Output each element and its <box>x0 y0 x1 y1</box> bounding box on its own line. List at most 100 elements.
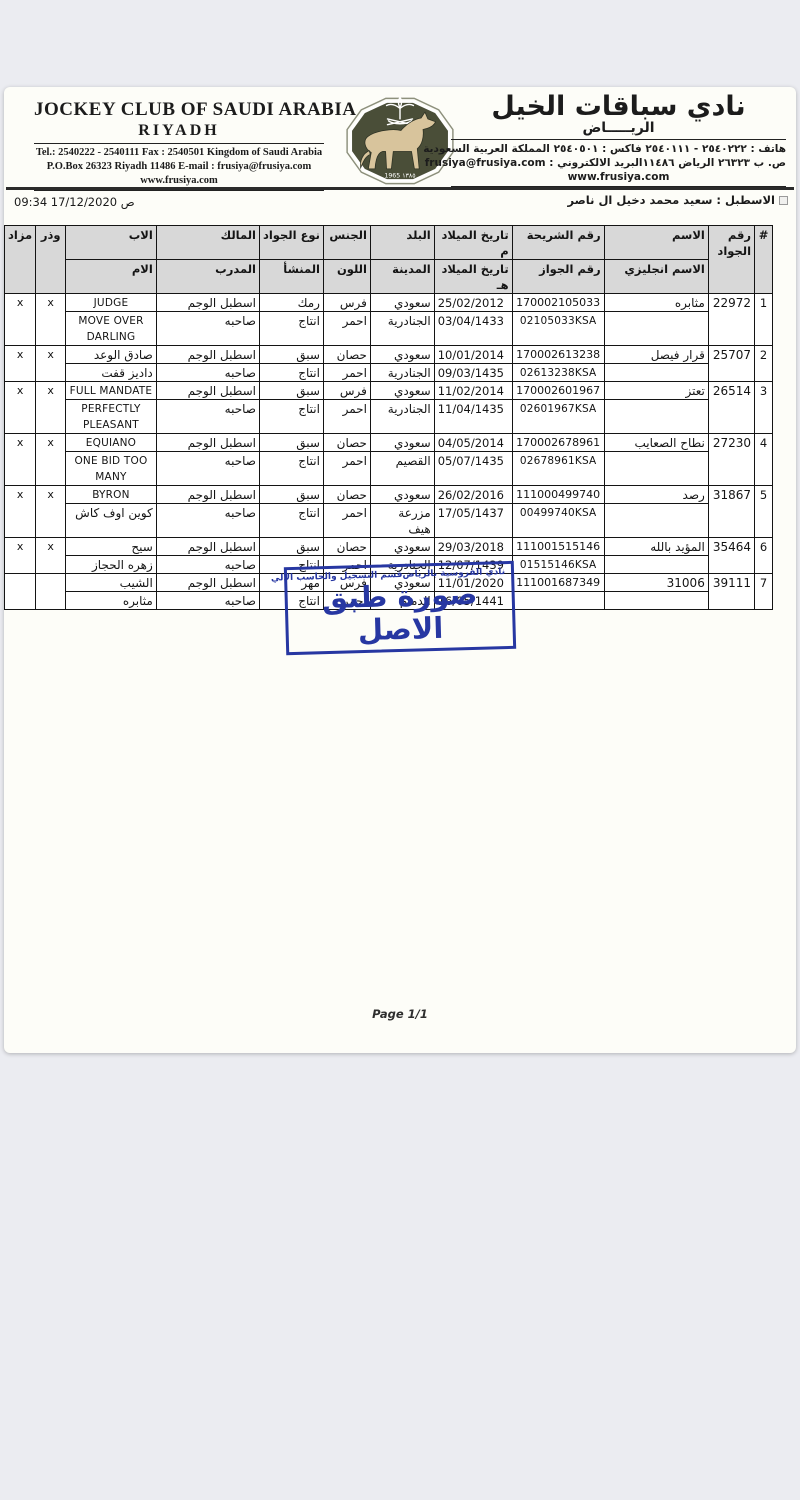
header-sex: الجنس <box>322 225 371 260</box>
header-city: المدينة <box>369 259 435 294</box>
cell-chip: 170002613238 <box>511 345 605 364</box>
header-passport: رقم الجواز <box>511 259 605 294</box>
cell-num: 7 <box>754 573 773 610</box>
cell-num: 3 <box>754 381 773 434</box>
cell-num: 5 <box>754 485 773 538</box>
document-paper: JOCKEY CLUB OF SAUDI ARABIA RIYADH Tel.:… <box>3 87 796 1053</box>
cell-horse_no: 35464 <box>707 537 756 574</box>
club-title-en: JOCKEY CLUB OF SAUDI ARABIA <box>34 99 357 120</box>
horse-row-bottom: 16/05/1441 الدمام احمر انتاج صاحبه مثابره <box>5 591 773 610</box>
cell-country: سعودي <box>369 381 435 400</box>
cell-auction <box>3 573 37 610</box>
cell-sire: سيح <box>65 537 157 556</box>
cell-chip: 170002601967 <box>511 381 605 400</box>
cell-passport: 02601967KSA <box>511 399 605 434</box>
contact-line1-en: Tel.: 2540222 - 2540111 Fax : 2540501 Ki… <box>35 147 323 158</box>
header-divider <box>6 187 794 190</box>
header-sire: الاب <box>65 225 157 260</box>
contact-block-ar: هاتف : ٢٥٤٠٢٢٢ - ٢٥٤٠١١١ فاكس : ٢٥٤٠٥٠١ … <box>423 139 786 187</box>
cell-owner: اسطبل الوجم <box>155 573 260 592</box>
cell-color: احمر <box>322 363 371 382</box>
cell-color: احمر <box>322 591 371 610</box>
cell-country: سعودي <box>369 433 435 452</box>
cell-horse_no: 39111 <box>707 573 756 610</box>
cell-sex: حصان <box>322 485 371 504</box>
cell-color: احمر <box>322 399 371 434</box>
cell-dob_g: 11/02/2014 <box>433 381 513 400</box>
cell-horse_no: 22972 <box>707 293 756 346</box>
cell-auction: x <box>3 345 37 382</box>
cell-auction: x <box>3 537 37 574</box>
cell-dam: كوين اوف كاش <box>65 503 157 538</box>
cell-country: سعودي <box>369 537 435 556</box>
header-dam: الام <box>65 259 157 294</box>
cell-chip: 170002105033 <box>511 293 605 312</box>
cell-origin: انتاج <box>258 363 324 382</box>
cell-country: سعودي <box>369 345 435 364</box>
cell-dam: MOVE OVER DARLING <box>65 311 157 346</box>
cell-sire: صادق الوعد <box>65 345 157 364</box>
cell-owner: اسطبل الوجم <box>155 293 260 312</box>
cell-city: الدمام <box>369 591 435 610</box>
header-name: الاسم <box>603 225 709 260</box>
header-chip: رقم الشريحة <box>511 225 605 260</box>
cell-auction: x <box>3 485 37 538</box>
cell-country: سعودي <box>369 573 435 592</box>
letterhead-english-block: JOCKEY CLUB OF SAUDI ARABIA RIYADH Tel.:… <box>34 99 357 191</box>
cell-origin: انتاج <box>258 503 324 538</box>
cell-color: احمر <box>322 451 371 486</box>
stable-owner-text: الاسطبل : سعيد محمد دخيل ال ناصر <box>567 193 775 207</box>
cell-color: احمر <box>322 555 371 574</box>
cell-sire: JUDGE <box>65 293 157 312</box>
cell-chip: 170002678961 <box>511 433 605 452</box>
logo-years: 1965 ١٣٨٥ <box>384 172 415 179</box>
stable-owner-line: الاسطبل : سعيد محمد دخيل ال ناصر <box>568 193 788 207</box>
header-num: # <box>754 225 773 294</box>
horse-row-bottom: 02678961KSA 05/07/1435 القصيم احمر انتاج صاحب… <box>5 451 773 486</box>
cell-chip: 111000499740 <box>511 485 605 504</box>
horse-row-top: 7 39111 31006 111001687349 11/01/2020 سعودي فر… <box>3 573 773 610</box>
cell-dob_g: 26/02/2016 <box>433 485 513 504</box>
header-owner: المالك <box>155 225 260 260</box>
contact-block-en: Tel.: 2540222 - 2540111 Fax : 2540501 Ki… <box>34 143 324 191</box>
horse-row-top: 5 31867 رصد 111000499740 26/02/2016 سعودي حصان… <box>3 485 773 538</box>
image-placeholder-icon <box>779 195 788 205</box>
cell-dob_g: 10/01/2014 <box>433 345 513 364</box>
cell-type: سبق <box>258 433 324 452</box>
cell-horse_no: 25707 <box>707 345 756 382</box>
cell-sex: فرس <box>322 293 371 312</box>
cell-owner: اسطبل الوجم <box>155 433 260 452</box>
cell-name_en <box>603 399 709 434</box>
cell-chip: 111001515146 <box>511 537 605 556</box>
header-origin: المنشأ <box>258 259 324 294</box>
cell-owner: اسطبل الوجم <box>155 381 260 400</box>
cell-wethr: x <box>35 433 67 486</box>
cell-dob_h: 12/07/1439 <box>433 555 513 574</box>
cell-name_en <box>603 451 709 486</box>
header-horse-no: رقم الجواد <box>707 225 756 294</box>
cell-horse_no: 31867 <box>707 485 756 538</box>
club-city-en: RIYADH <box>138 122 220 139</box>
letterhead: JOCKEY CLUB OF SAUDI ARABIA RIYADH Tel.:… <box>4 87 796 191</box>
cell-auction: x <box>3 293 37 346</box>
cell-name_en <box>603 591 709 610</box>
website-en: www.frusiya.com <box>140 175 218 187</box>
horse-row-bottom: 00499740KSA 17/05/1437 مزرعة هيف احمر انتاج ص… <box>5 503 773 538</box>
cell-country: سعودي <box>369 293 435 312</box>
cell-name_ar: مثابره <box>603 293 709 312</box>
header-name-en: الاسم انجليزي <box>603 259 709 294</box>
cell-sire: الشيب <box>65 573 157 592</box>
cell-origin: انتاج <box>258 399 324 434</box>
cell-trainer: صاحبه <box>155 555 260 574</box>
cell-dam: PERFECTLY PLEASANT <box>65 399 157 434</box>
cell-wethr: x <box>35 537 67 574</box>
club-title-ar: نادي سباقات الخيل <box>491 91 746 122</box>
cell-name_en <box>603 311 709 346</box>
header-dob-g: تاريخ الميلاد م <box>433 225 513 260</box>
horse-row-bottom: 02105033KSA 03/04/1433 الجنادرية احمر انتاج ص… <box>5 311 773 346</box>
cell-num: 2 <box>754 345 773 382</box>
header-wethr: وذر <box>35 225 67 294</box>
cell-dam: زهره الحجاز <box>65 555 157 574</box>
cell-passport: 01515146KSA <box>511 555 605 574</box>
